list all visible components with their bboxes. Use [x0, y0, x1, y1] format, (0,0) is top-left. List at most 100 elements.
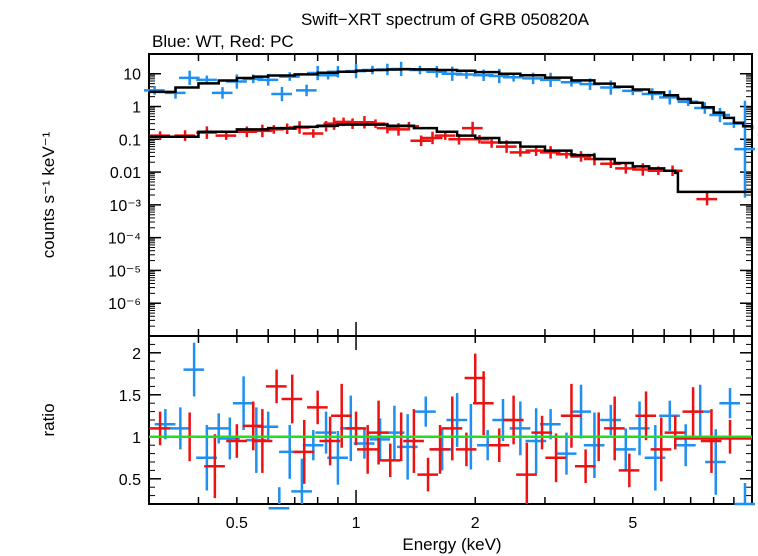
wt-point: [709, 107, 730, 123]
wt-ratio-point: [315, 411, 337, 454]
pc-ratio-point: [226, 424, 247, 458]
wt-point: [734, 100, 756, 198]
pc-ratio-point: [682, 387, 704, 436]
pc-point: [696, 192, 718, 206]
x-tick-label: 1: [352, 515, 361, 532]
y-tick-label: 1: [132, 100, 141, 117]
y-tick-label: 10⁻⁵: [108, 263, 141, 280]
pc-point: [570, 151, 592, 162]
pc-point: [461, 121, 483, 135]
pc-ratio-point: [429, 425, 451, 474]
pc-ratio-point: [664, 415, 686, 450]
pc-ratio-point: [650, 417, 672, 482]
pc-ratio-point: [307, 390, 328, 425]
model-wt-line: [149, 68, 754, 130]
pc-ratio-point: [531, 415, 553, 450]
wt-point: [426, 65, 447, 78]
pc-ratio-point: [331, 383, 352, 448]
y-tick-label: 10⁻⁶: [108, 296, 141, 313]
x-axis-label: Energy (keV): [402, 535, 501, 554]
upper-pc-series: [149, 116, 718, 206]
wt-ratio-point: [154, 409, 176, 440]
pc-ratio-point: [455, 432, 477, 467]
pc-ratio-point: [367, 400, 389, 465]
wt-ratio-point: [169, 407, 191, 450]
wt-ratio-point: [675, 424, 696, 467]
pc-point: [509, 148, 531, 157]
pc-ratio-point: [441, 396, 463, 461]
wt-point: [143, 86, 165, 95]
wt-ratio-point: [583, 412, 605, 478]
y-tick-label: 0.5: [119, 472, 141, 489]
pc-ratio-point: [545, 433, 567, 483]
pc-ratio-point: [488, 428, 510, 462]
pc-ratio-point: [560, 383, 582, 448]
wt-ratio-point: [719, 388, 741, 419]
wt-point: [295, 84, 317, 97]
lower-y-axis-label: ratio: [39, 403, 58, 436]
pc-ratio-point: [265, 369, 287, 404]
pc-ratio-point: [417, 457, 439, 492]
pc-ratio-point: [293, 420, 315, 484]
pc-ratio-point: [618, 453, 640, 488]
x-tick-label: 5: [628, 515, 637, 532]
wt-point: [271, 86, 292, 102]
chart-subtitle: Blue: WT, Red: PC: [152, 32, 294, 51]
wt-point: [179, 70, 200, 85]
wt-ratio-point: [570, 384, 592, 439]
pc-point: [251, 124, 273, 138]
y-tick-label: 0.01: [110, 165, 141, 182]
y-tick-label: 10⁻⁴: [108, 231, 141, 248]
wt-ratio-point: [302, 430, 324, 461]
pc-ratio-point: [149, 411, 171, 446]
pc-ratio-point: [516, 442, 537, 504]
wt-ratio-point: [208, 413, 229, 444]
pc-point: [468, 135, 490, 144]
lower-pc-series: [149, 353, 741, 504]
wt-ratio-point: [268, 487, 290, 510]
pc-ratio-point: [357, 425, 378, 474]
pc-ratio-point: [251, 409, 273, 473]
y-tick-label: 10⁻³: [109, 198, 141, 215]
pc-ratio-point: [604, 396, 625, 461]
pc-point: [539, 146, 561, 159]
lower-axis-ticks: 0.5 1 1.5 2 0.5 1 2 5: [119, 336, 752, 532]
y-tick-label: 10: [123, 67, 141, 84]
wt-ratio-point: [446, 393, 468, 447]
wt-ratio-point: [734, 483, 756, 506]
wt-ratio-point: [539, 409, 561, 440]
upper-y-axis-label: counts s⁻¹ keV⁻¹: [39, 131, 58, 258]
y-tick-label: 2: [132, 346, 141, 363]
pc-ratio-point: [379, 443, 401, 478]
x-tick-label: 0.5: [226, 515, 248, 532]
y-tick-label: 0.1: [119, 132, 141, 149]
pc-ratio-point: [242, 401, 264, 451]
model-pc-line: [149, 123, 752, 194]
y-tick-label: 1.5: [119, 388, 141, 405]
pc-ratio-point: [204, 434, 225, 499]
pc-ratio-point: [281, 374, 303, 424]
wt-point: [659, 90, 680, 105]
wt-ratio-point: [600, 404, 621, 436]
upper-axis-ticks: 10 1 0.1 0.01 10⁻³ 10⁻⁴ 10⁻⁵ 10⁻⁶: [108, 54, 752, 336]
y-tick-label: 1: [132, 430, 141, 447]
wt-ratio-point: [615, 428, 636, 471]
pc-ratio-point: [403, 409, 424, 473]
wt-point: [539, 72, 561, 88]
wt-ratio-point: [183, 342, 205, 397]
wt-ratio-point: [555, 432, 577, 475]
wt-point: [641, 88, 663, 100]
pc-point: [421, 131, 443, 145]
wt-ratio-point: [291, 458, 312, 504]
pc-point: [302, 129, 324, 138]
wt-ratio-point: [232, 376, 254, 431]
pc-point: [410, 135, 432, 147]
pc-ratio-point: [574, 449, 596, 483]
pc-ratio-point: [472, 371, 494, 436]
pc-ratio-point: [319, 416, 341, 466]
pc-ratio-point: [700, 409, 722, 473]
wt-ratio-point: [415, 396, 436, 427]
pc-point: [353, 116, 375, 129]
pc-ratio-point: [464, 353, 486, 403]
